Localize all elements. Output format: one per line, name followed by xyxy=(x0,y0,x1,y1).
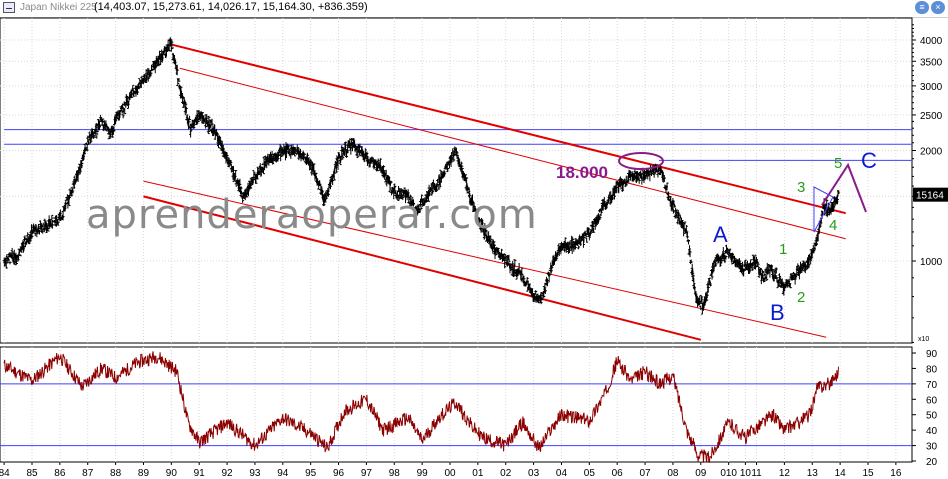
x-tick-label: 84 xyxy=(0,468,10,479)
y-tick-label: 2000 xyxy=(920,147,943,158)
rsi-grid xyxy=(0,383,912,447)
y-scale-note: x10 xyxy=(918,336,929,343)
channel-line xyxy=(179,67,846,240)
wave-label-a: A xyxy=(713,222,728,247)
x-tick-label: 90 xyxy=(166,468,178,479)
window-menu-icon[interactable]: ≡ xyxy=(915,1,929,14)
x-tick-label: 12 xyxy=(779,468,791,479)
rsi-indicator xyxy=(3,351,839,463)
x-tick-label: 13 xyxy=(807,468,819,479)
grid-lines xyxy=(0,17,913,463)
rsi-y-tick-label: 60 xyxy=(926,395,938,406)
projection-arrow xyxy=(821,162,867,213)
title-bar: Japan Nikkei 225 (14,403.07, 15,273.61, … xyxy=(0,0,948,18)
channel-line xyxy=(143,180,827,338)
wave-label-2: 2 xyxy=(797,289,805,306)
x-tick-label: 87 xyxy=(82,468,94,479)
y-tick-label: 2500 xyxy=(920,111,943,122)
x-tick-label: 05 xyxy=(584,468,596,479)
wave-annotations: 18.000 A B C 1 2 3 4 5 xyxy=(556,148,877,325)
x-tick-label: 15 xyxy=(862,468,874,479)
wave-label-5: 5 xyxy=(834,155,842,172)
x-tick-label: 10 xyxy=(740,468,752,479)
x-tick-label: 16 xyxy=(890,468,902,479)
y-tick-label: 4000 xyxy=(920,36,943,47)
rsi-line xyxy=(3,351,839,463)
x-tick-label: 89 xyxy=(138,468,150,479)
peak-highlight-ellipse xyxy=(618,152,664,170)
x-tick-label: 98 xyxy=(389,468,401,479)
channel-line xyxy=(143,195,702,341)
watermark: aprenderaoperar.com xyxy=(86,192,538,238)
x-tick-label: 07 xyxy=(640,468,652,479)
x-tick-label: 85 xyxy=(26,468,38,479)
ohlc-readout: (14,403.07, 15,273.61, 14,026.17, 15,164… xyxy=(94,1,368,13)
x-tick-label: 95 xyxy=(305,468,317,479)
x-tick-label: 01 xyxy=(472,468,484,479)
x-tick-label: 92 xyxy=(222,468,234,479)
x-tick-label: 93 xyxy=(249,468,261,479)
rsi-y-tick-label: 20 xyxy=(926,457,938,468)
x-tick-label: 00 xyxy=(444,468,456,479)
x-tick-label: 88 xyxy=(110,468,122,479)
x-tick-label: 14 xyxy=(835,468,847,479)
rsi-y-tick-label: 80 xyxy=(926,364,938,375)
price-bars xyxy=(2,37,841,315)
x-tick-label: 97 xyxy=(361,468,373,479)
wave-label-b: B xyxy=(770,300,785,325)
instrument-title: Japan Nikkei 225 xyxy=(20,2,97,13)
level-18000-label: 18.000 xyxy=(556,163,608,182)
x-tick-label: 02 xyxy=(500,468,512,479)
x-tick-label: 04 xyxy=(556,468,568,479)
wave-label-c: C xyxy=(861,148,877,173)
wave-label-1: 1 xyxy=(779,241,787,258)
regression-channel xyxy=(143,43,846,341)
rsi-y-tick-label: 40 xyxy=(926,426,938,437)
x-tick-label: 03 xyxy=(528,468,540,479)
price-panel-frame xyxy=(0,17,913,344)
x-tick-label: 99 xyxy=(417,468,429,479)
channel-line xyxy=(170,43,846,215)
rsi-y-tick-label: 30 xyxy=(926,442,938,453)
x-tick-label: 09 xyxy=(695,468,707,479)
x-tick-label: 86 xyxy=(54,468,66,479)
wave-label-4: 4 xyxy=(829,217,837,234)
y-tick-label: 3500 xyxy=(920,57,943,68)
axes: 84 85 86 87 88 89 90 91 92 93 94 95 96 97 98 99 00 01 02 03… xyxy=(0,24,948,479)
x-tick-label: 94 xyxy=(277,468,289,479)
x-tick-label: 06 xyxy=(612,468,624,479)
last-value-label: 15164 xyxy=(916,191,944,202)
rsi-y-tick-label: 50 xyxy=(926,411,938,422)
horizontal-levels xyxy=(4,129,912,161)
x-tick-label: 11 xyxy=(751,468,762,479)
x-tick-label: 96 xyxy=(333,468,345,479)
x-tick-label: 91 xyxy=(194,468,206,479)
close-icon[interactable]: × xyxy=(931,1,945,14)
y-tick-label: 1000 xyxy=(920,257,943,268)
wave-label-3: 3 xyxy=(797,179,805,196)
rsi-y-tick-label: 90 xyxy=(926,349,938,360)
y-tick-label: 3000 xyxy=(920,82,943,93)
chart-window-icon xyxy=(3,2,15,13)
x-tick-label: 08 xyxy=(667,468,679,479)
rsi-y-tick-label: 70 xyxy=(926,380,938,391)
x-tick-label: 010 xyxy=(720,468,737,479)
last-value-box xyxy=(913,187,948,202)
